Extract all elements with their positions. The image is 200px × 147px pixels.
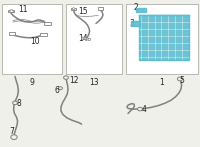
- FancyBboxPatch shape: [66, 4, 122, 73]
- Circle shape: [138, 107, 142, 111]
- Text: 5: 5: [180, 76, 184, 85]
- Bar: [9, 32, 15, 35]
- Text: 11: 11: [18, 5, 28, 14]
- Circle shape: [83, 37, 86, 40]
- Bar: [98, 7, 103, 10]
- Polygon shape: [131, 21, 140, 26]
- Circle shape: [85, 38, 88, 40]
- Bar: [40, 33, 47, 36]
- Bar: [71, 8, 76, 10]
- Text: 2: 2: [133, 3, 138, 12]
- FancyBboxPatch shape: [126, 4, 198, 73]
- FancyBboxPatch shape: [2, 4, 62, 73]
- Text: 9: 9: [30, 78, 34, 87]
- Circle shape: [82, 37, 84, 39]
- Circle shape: [88, 38, 91, 40]
- Text: 7: 7: [9, 127, 14, 136]
- Text: 1: 1: [160, 78, 164, 87]
- Polygon shape: [139, 15, 189, 60]
- Text: 6: 6: [55, 86, 59, 95]
- Circle shape: [11, 135, 17, 140]
- Text: 12: 12: [69, 76, 79, 85]
- Circle shape: [13, 101, 17, 105]
- Text: 15: 15: [78, 7, 88, 16]
- Bar: [44, 22, 51, 25]
- Circle shape: [58, 87, 62, 90]
- Circle shape: [86, 38, 89, 40]
- Bar: [8, 10, 14, 12]
- Text: 14: 14: [78, 34, 88, 44]
- Text: 10: 10: [30, 37, 40, 46]
- Circle shape: [72, 8, 75, 10]
- Polygon shape: [136, 8, 146, 12]
- Circle shape: [177, 77, 183, 81]
- Text: 8: 8: [17, 99, 21, 108]
- Text: 3: 3: [129, 19, 134, 28]
- Text: 13: 13: [89, 78, 99, 87]
- Text: 4: 4: [142, 105, 146, 114]
- Circle shape: [10, 10, 13, 12]
- Circle shape: [64, 76, 68, 79]
